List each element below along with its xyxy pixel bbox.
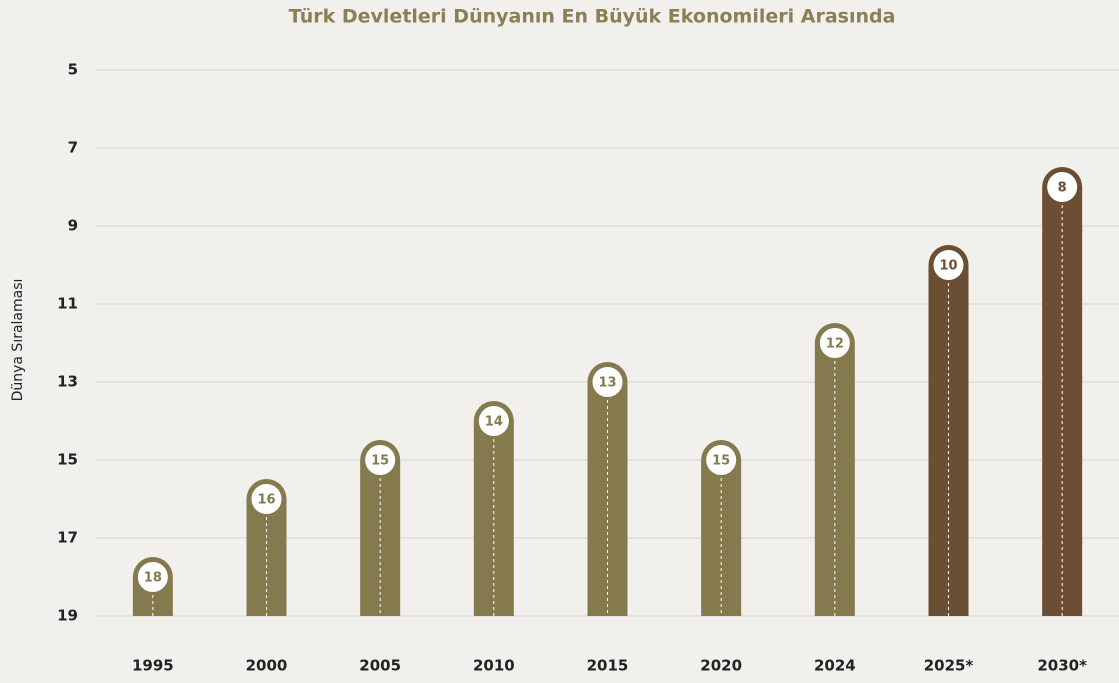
x-tick-label: 2005 xyxy=(359,657,401,675)
x-tick-label: 1995 xyxy=(132,657,174,675)
data-label: 14 xyxy=(485,415,503,430)
data-label: 12 xyxy=(826,337,844,352)
data-label: 15 xyxy=(371,454,389,469)
label-badge xyxy=(363,443,398,477)
y-tick-label: 7 xyxy=(68,139,78,157)
y-axis-label: Dünya Sıralaması xyxy=(10,279,26,402)
y-tick-label: 5 xyxy=(68,61,78,79)
y-tick-label: 9 xyxy=(68,217,78,235)
x-tick-label: 2010 xyxy=(473,657,515,675)
label-badge xyxy=(476,404,511,438)
data-label: 8 xyxy=(1058,181,1067,196)
x-tick-label: 2020 xyxy=(700,657,742,675)
data-label: 18 xyxy=(144,571,162,586)
x-tick-label: 2015 xyxy=(587,657,629,675)
data-label: 10 xyxy=(939,259,957,274)
y-tick-label: 19 xyxy=(57,607,78,625)
label-badge xyxy=(704,443,739,477)
label-badge xyxy=(249,482,284,516)
label-badge xyxy=(135,560,170,594)
bar xyxy=(928,245,969,616)
y-tick-label: 11 xyxy=(57,295,78,313)
label-badge xyxy=(1045,170,1080,204)
y-tick-label: 15 xyxy=(57,451,78,469)
bar xyxy=(473,401,514,616)
data-label: 15 xyxy=(712,454,730,469)
x-tick-label: 2024 xyxy=(814,657,856,675)
data-label: 16 xyxy=(257,493,275,508)
label-badge xyxy=(817,326,852,360)
y-tick-label: 13 xyxy=(57,373,78,391)
y-tick-label: 17 xyxy=(57,529,78,547)
chart-title: Türk Devletleri Dünyanın En Büyük Ekonom… xyxy=(289,6,896,28)
x-tick-label: 2030* xyxy=(1037,657,1087,675)
data-label: 13 xyxy=(598,376,616,391)
bar xyxy=(587,362,628,616)
x-tick-label: 2025* xyxy=(924,657,974,675)
label-badge xyxy=(931,248,966,282)
label-badge xyxy=(590,365,625,399)
x-tick-label: 2000 xyxy=(246,657,288,675)
